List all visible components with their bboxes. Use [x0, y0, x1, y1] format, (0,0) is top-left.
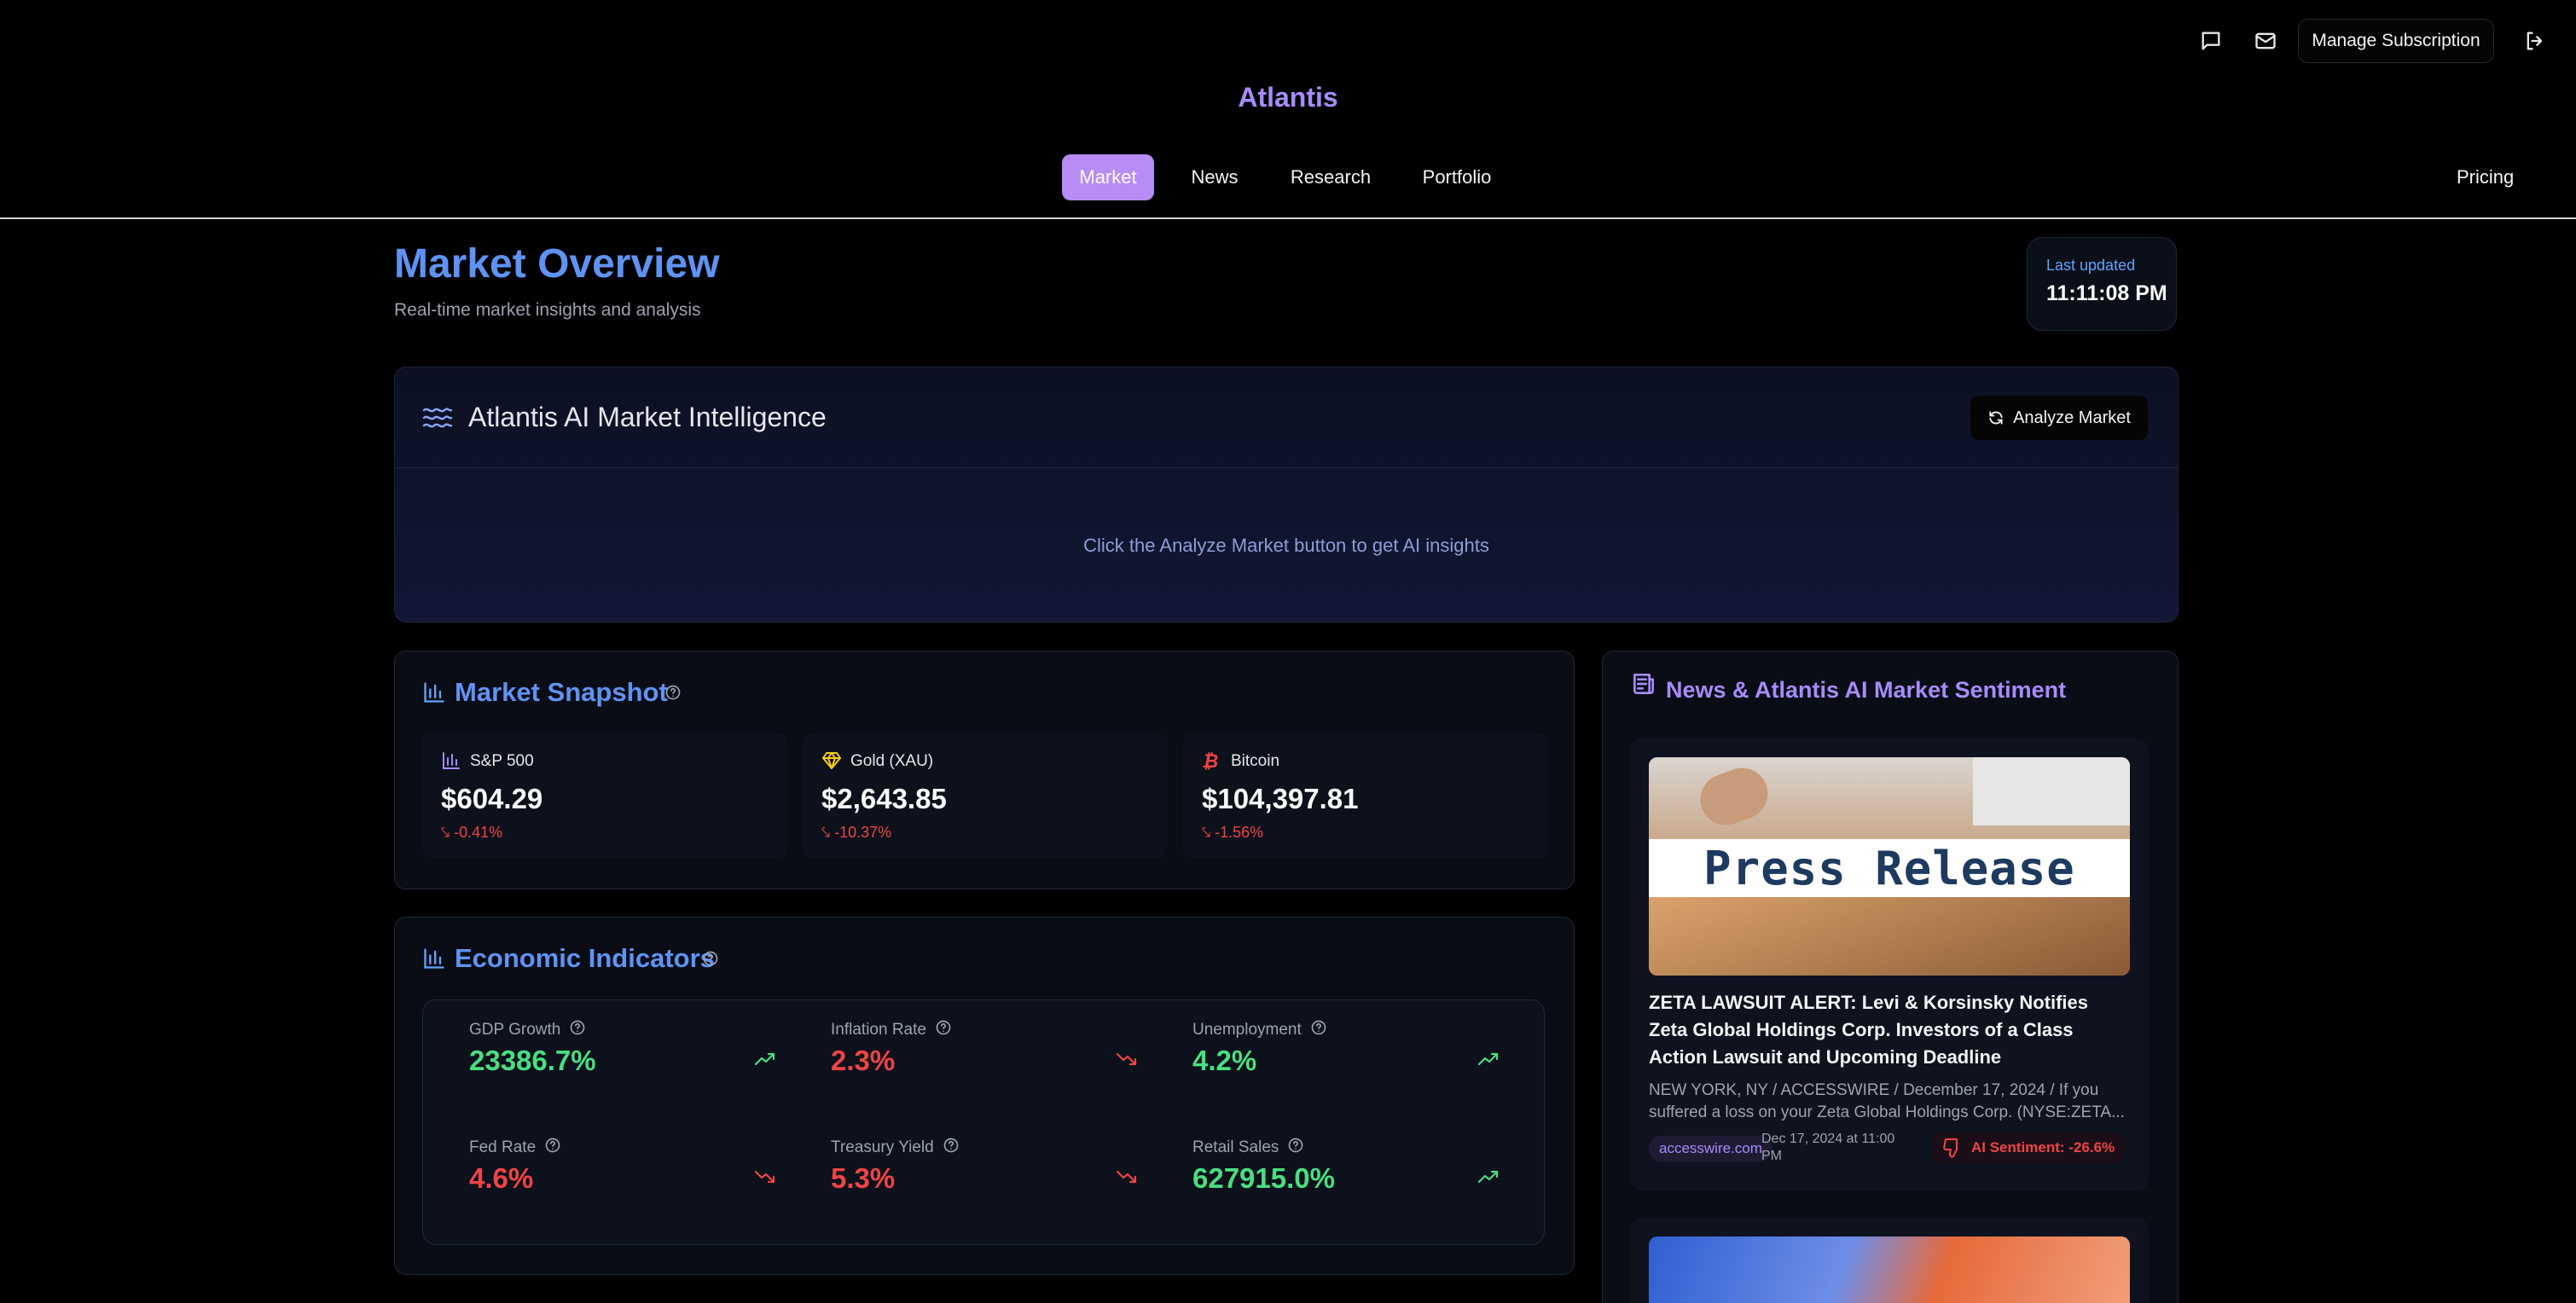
- trend-down-icon: [1116, 1050, 1138, 1068]
- help-icon[interactable]: [943, 1137, 960, 1159]
- indicator-unemployment: Unemployment 4.2%: [1192, 1019, 1500, 1087]
- indicator-value: 4.6%: [469, 1162, 534, 1194]
- help-icon[interactable]: [702, 950, 719, 971]
- indicator-label: Inflation Rate: [831, 1021, 926, 1039]
- message-icon[interactable]: [2189, 19, 2233, 63]
- help-icon[interactable]: [1310, 1019, 1327, 1041]
- indicator-treasury-yield: Treasury Yield 5.3%: [831, 1137, 1138, 1205]
- article-description: NEW YORK, NY / ACCESSWIRE / December 17,…: [1649, 1081, 2125, 1121]
- article-title[interactable]: ZETA LAWSUIT ALERT: Levi & Korsinsky Not…: [1649, 992, 2089, 1068]
- indicator-label: Unemployment: [1192, 1021, 1302, 1039]
- snapshot-name: Bitcoin: [1231, 752, 1280, 770]
- newspaper-icon: [1630, 670, 1657, 702]
- sentiment-label: AI Sentiment: -26.6%: [1971, 1139, 2115, 1155]
- main-nav: Market News Research Portfolio: [0, 154, 2576, 202]
- page-subtitle: Real-time market insights and analysis: [394, 300, 701, 320]
- trend-up-icon: [1477, 1167, 1500, 1186]
- top-bar: Manage Subscription: [0, 0, 2576, 82]
- snapshot-name: S&P 500: [470, 752, 534, 770]
- gem-icon: [821, 750, 842, 771]
- refresh-icon: [1989, 411, 2003, 425]
- snapshot-change: ⤥ -1.56%: [1202, 824, 1264, 841]
- news-title: News & Atlantis AI Market Sentiment: [1666, 677, 2067, 703]
- header-divider: [0, 217, 2576, 219]
- ai-intelligence-panel: Atlantis AI Market Intelligence Analyze …: [394, 367, 2179, 623]
- bar-chart-icon: [441, 750, 461, 771]
- indicator-value: 23386.7%: [469, 1045, 596, 1076]
- snapshot-tile[interactable]: S&P 500 $604.29 ⤥ -0.41%: [422, 733, 787, 858]
- nav-news[interactable]: News: [1191, 166, 1239, 188]
- snapshot-title: Market Snapshot: [455, 677, 668, 707]
- bitcoin-icon: ₿: [1202, 750, 1219, 772]
- article-thumbnail[interactable]: Press Release: [1649, 757, 2130, 976]
- logout-icon[interactable]: [2513, 19, 2557, 63]
- article-thumbnail[interactable]: [1649, 1236, 2130, 1303]
- brand-logo[interactable]: Atlantis: [1238, 82, 1338, 113]
- ai-panel-title: Atlantis AI Market Intelligence: [468, 402, 827, 432]
- snapshot-tile[interactable]: ₿ Bitcoin $104,397.81 ⤥ -1.56%: [1183, 733, 1548, 858]
- nav-market[interactable]: Market: [1062, 154, 1154, 200]
- ai-panel-header: Atlantis AI Market Intelligence Analyze …: [395, 368, 2178, 468]
- help-icon[interactable]: [664, 684, 682, 705]
- market-snapshot-card: Market Snapshot S&P 500 $604.29 ⤥ -0.41%…: [394, 651, 1575, 889]
- snapshot-price: $604.29: [441, 783, 543, 814]
- help-icon[interactable]: [1287, 1137, 1304, 1159]
- indicator-label: Treasury Yield: [831, 1138, 934, 1156]
- snapshot-price: $2,643.85: [821, 783, 947, 814]
- indicator-inflation-rate: Inflation Rate 2.3%: [831, 1019, 1138, 1087]
- indicator-label: Retail Sales: [1192, 1138, 1279, 1156]
- analyze-market-button[interactable]: Analyze Market: [1970, 396, 2148, 440]
- thumbnail-caption: Press Release: [1703, 841, 2075, 895]
- indicator-label: GDP Growth: [469, 1021, 561, 1039]
- last-updated-value: 11:11:08 PM: [2046, 281, 2167, 305]
- article-date: Dec 17, 2024 at 11:00 PM: [1761, 1132, 1895, 1163]
- snapshot-price: $104,397.81: [1202, 783, 1359, 814]
- news-sentiment-card: News & Atlantis AI Market Sentiment Pres…: [1602, 651, 2179, 1303]
- sentiment-badge: AI Sentiment: -26.6%: [1932, 1132, 2126, 1163]
- nav-research[interactable]: Research: [1290, 166, 1372, 188]
- indicators-grid: GDP Growth 23386.7% Inflation Rate 2.3% …: [422, 999, 1545, 1245]
- last-updated-box: Last updated 11:11:08 PM: [2027, 237, 2177, 331]
- indicator-value: 4.2%: [1192, 1045, 1257, 1076]
- economic-indicators-card: Economic Indicators GDP Growth 23386.7% …: [394, 917, 1575, 1275]
- bar-chart-icon: [422, 947, 446, 975]
- snapshot-change: ⤥ -10.37%: [821, 824, 892, 841]
- last-updated-label: Last updated: [2046, 257, 2136, 274]
- trend-up-icon: [1477, 1050, 1500, 1068]
- indicator-fed-rate: Fed Rate 4.6%: [469, 1137, 776, 1205]
- indicators-title: Economic Indicators: [455, 943, 715, 973]
- help-icon[interactable]: [935, 1019, 952, 1041]
- ai-hint-text: Click the Analyze Market button to get A…: [1083, 535, 1489, 556]
- indicator-gdp-growth: GDP Growth 23386.7%: [469, 1019, 776, 1087]
- indicator-value: 5.3%: [831, 1162, 896, 1194]
- nav-pricing[interactable]: Pricing: [2457, 166, 2515, 188]
- bar-chart-icon: [422, 680, 446, 709]
- trend-down-icon: [1116, 1167, 1138, 1186]
- waves-icon: [422, 405, 453, 431]
- manage-subscription-button[interactable]: Manage Subscription: [2298, 19, 2494, 63]
- source-badge[interactable]: accesswire.com: [1649, 1136, 1772, 1161]
- help-icon[interactable]: [544, 1137, 561, 1159]
- trend-down-icon: [754, 1167, 776, 1186]
- page-title: Market Overview: [394, 241, 720, 287]
- trend-up-icon: [754, 1050, 776, 1068]
- snapshot-name: Gold (XAU): [850, 752, 934, 770]
- analyze-market-label: Analyze Market: [2013, 408, 2131, 427]
- mail-icon[interactable]: [2243, 19, 2288, 63]
- news-article[interactable]: [1630, 1218, 2149, 1303]
- indicator-value: 627915.0%: [1192, 1162, 1335, 1194]
- indicator-retail-sales: Retail Sales 627915.0%: [1192, 1137, 1500, 1205]
- indicator-label: Fed Rate: [469, 1138, 537, 1156]
- news-article[interactable]: Press Release ZETA LAWSUIT ALERT: Levi &…: [1630, 738, 2149, 1190]
- snapshot-tile[interactable]: Gold (XAU) $2,643.85 ⤥ -10.37%: [803, 733, 1168, 858]
- indicator-value: 2.3%: [831, 1045, 896, 1076]
- snapshot-change: ⤥ -0.41%: [441, 824, 503, 841]
- thumbs-down-icon: [1943, 1138, 1958, 1158]
- help-icon[interactable]: [569, 1019, 586, 1041]
- nav-portfolio[interactable]: Portfolio: [1422, 166, 1492, 188]
